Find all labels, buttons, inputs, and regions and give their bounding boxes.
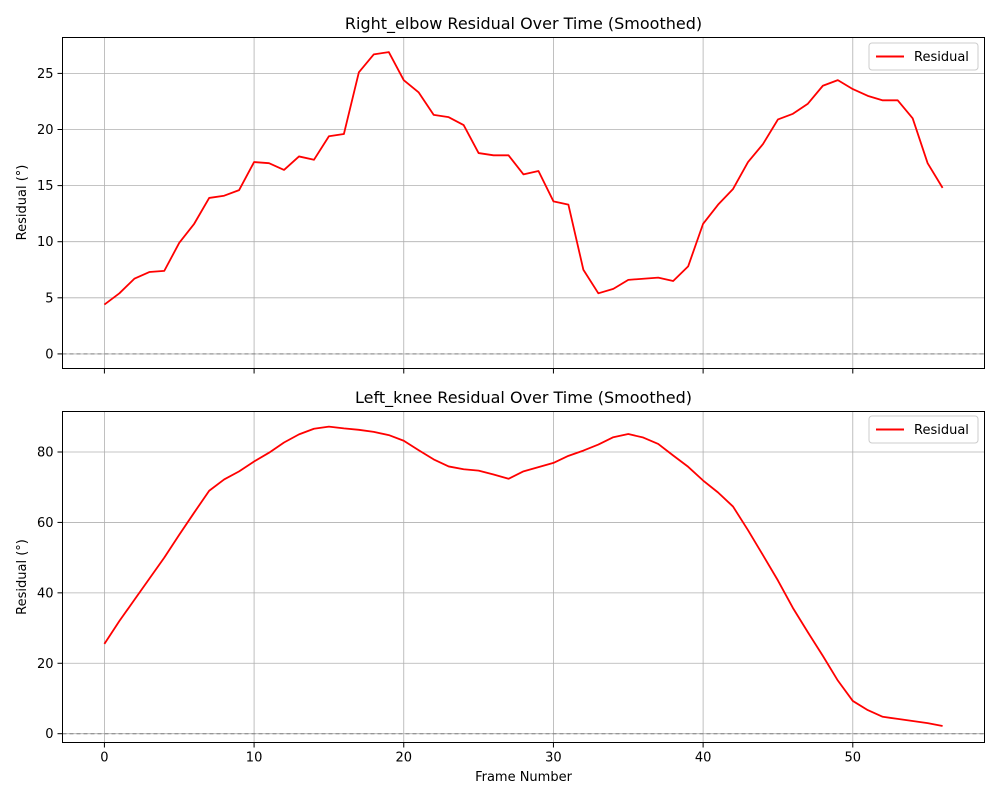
subplot-right-elbow: Right_elbow Residual Over Time (Smoothed…: [15, 14, 985, 374]
series-line-residual: [103, 425, 943, 727]
axis-ticks: 0 5 10 15 20 25: [37, 67, 854, 374]
x-axis-label: Frame Number: [475, 770, 573, 785]
y-tick-label: 15: [37, 179, 54, 194]
x-tick-label: 20: [395, 751, 412, 766]
legend-box: [868, 42, 979, 71]
y-tick-label: 40: [37, 586, 54, 601]
legend: Residual: [868, 42, 979, 71]
y-axis-label: Residual (°): [15, 165, 30, 241]
gridlines: [62, 411, 985, 743]
y-tick-label: 80: [37, 445, 54, 460]
y-axis-label: Residual (°): [15, 539, 30, 615]
chart-title: Left_knee Residual Over Time (Smoothed): [355, 388, 692, 408]
y-tick-label: 0: [45, 347, 53, 362]
series-line-residual: [103, 51, 944, 306]
y-tick-label: 25: [37, 67, 54, 82]
plot-frame: [62, 37, 985, 369]
y-tick-label: 20: [37, 657, 54, 672]
y-tick-label: 5: [45, 291, 53, 306]
y-tick-label: 20: [37, 123, 54, 138]
subplot-left-knee: Left_knee Residual Over Time (Smoothed) …: [15, 388, 985, 785]
legend-box: [868, 415, 979, 444]
y-tick-label: 0: [45, 727, 53, 742]
x-tick-label: 50: [845, 751, 862, 766]
x-tick-label: 40: [695, 751, 712, 766]
series-layer: [103, 51, 944, 306]
axis-ticks: 0 10 20 30 40 50 0 20 40 60 80: [37, 445, 861, 765]
x-tick-label: 10: [246, 751, 263, 766]
series-layer: [103, 425, 943, 727]
x-tick-label: 30: [545, 751, 562, 766]
legend-label: Residual: [914, 50, 969, 65]
y-tick-label: 10: [37, 235, 54, 250]
chart-title: Right_elbow Residual Over Time (Smoothed…: [345, 14, 702, 34]
gridlines: [62, 37, 985, 369]
x-tick-label: 0: [100, 751, 108, 766]
legend-label: Residual: [914, 423, 969, 438]
plot-frame: [62, 411, 985, 743]
legend: Residual: [868, 415, 979, 444]
y-tick-label: 60: [37, 516, 54, 531]
